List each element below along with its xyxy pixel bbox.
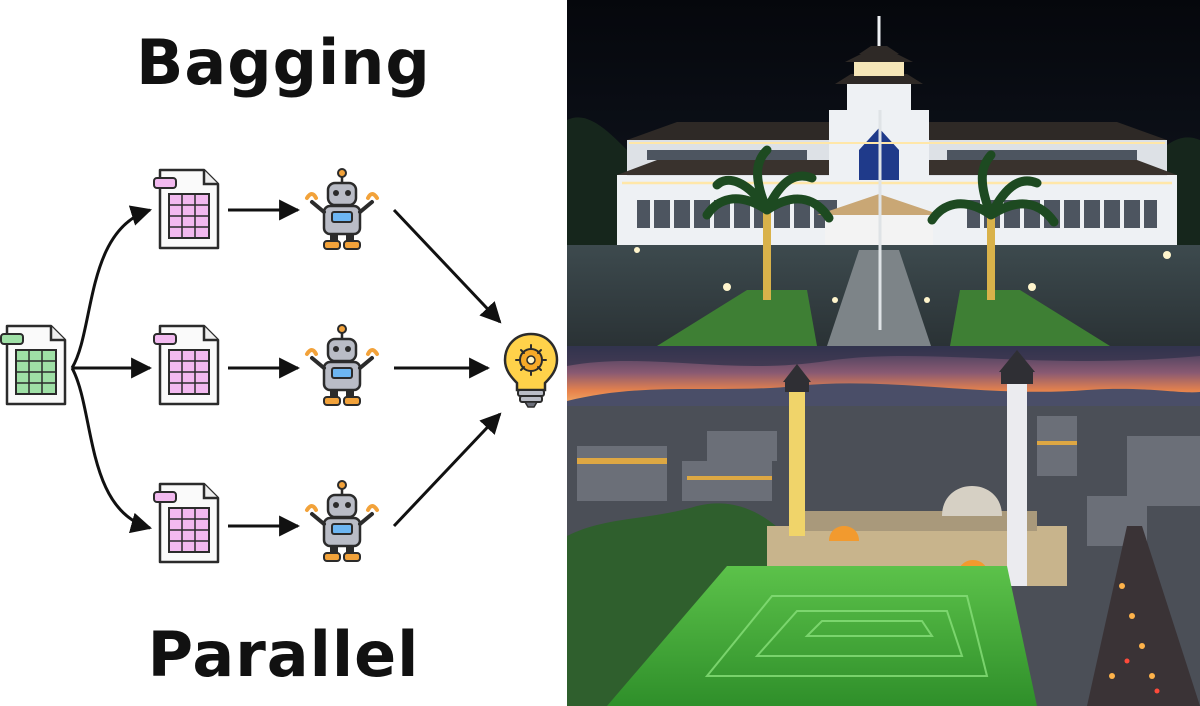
- subset-spreadsheet-icon-3: [153, 482, 220, 564]
- diagram-title: Bagging: [136, 26, 431, 99]
- government-building-night-photo: [567, 0, 1200, 346]
- model-robot-icon-1: [305, 167, 379, 251]
- mosque-dome: [942, 486, 1002, 516]
- palm-tree-right: [927, 150, 1059, 300]
- photo-panel: [567, 0, 1200, 706]
- arrow-source-to-subset-3: [70, 367, 153, 534]
- arrow-source-to-subset-1: [70, 205, 153, 369]
- minaret-left: [783, 364, 811, 536]
- subset-spreadsheet-icon-1: [153, 168, 220, 250]
- model-robot-icon-2: [305, 323, 379, 407]
- source-spreadsheet-icon: [0, 324, 67, 406]
- arrow-model-to-result-3: [392, 412, 502, 528]
- subset-spreadsheet-icon-2: [153, 324, 220, 406]
- diagram-canvas: [0, 167, 559, 564]
- arrow-model-to-result-1: [392, 208, 502, 324]
- diagram-subtitle: Parallel: [147, 618, 420, 691]
- palm-tree-left: [702, 145, 834, 300]
- mosque-city-sunset-photo: [567, 346, 1200, 706]
- minaret-right: [999, 350, 1035, 586]
- model-robot-icon-3: [305, 479, 379, 563]
- result-lightbulb-icon: [503, 332, 559, 408]
- bagging-diagram: Bagging Parallel: [0, 0, 567, 706]
